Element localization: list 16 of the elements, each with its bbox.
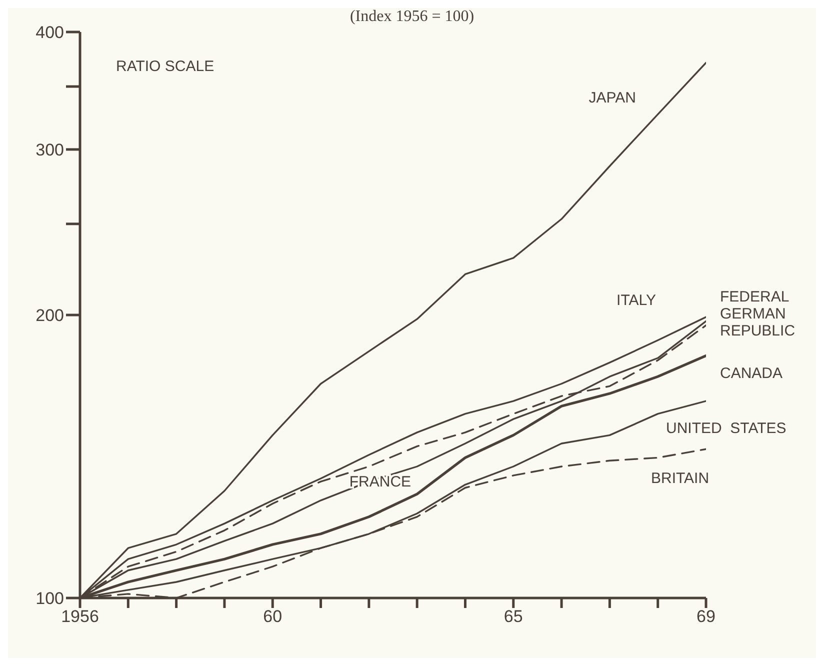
series-label: CANADA [720,364,783,382]
chart-subtitle: (Index 1956 = 100) [350,8,474,25]
series-label: UNITED STATES [666,420,786,438]
series-label: ITALY [616,292,656,310]
x-tick-label: 1956 [61,607,99,626]
x-tick-label: 69 [696,607,716,626]
y-tick-label: 200 [36,306,64,326]
x-tick-label: 65 [504,607,523,626]
y-tick-label: 400 [36,23,64,42]
y-tick-label: 300 [36,140,64,160]
series-label: JAPAN [588,90,636,107]
x-tick-label: 60 [263,607,282,626]
annotation: RATIO SCALE [116,58,214,75]
series-label: BRITAIN [651,470,710,488]
series-label: FEDERAL GERMAN REPUBLIC [720,288,796,340]
y-tick-label: 100 [36,589,64,608]
